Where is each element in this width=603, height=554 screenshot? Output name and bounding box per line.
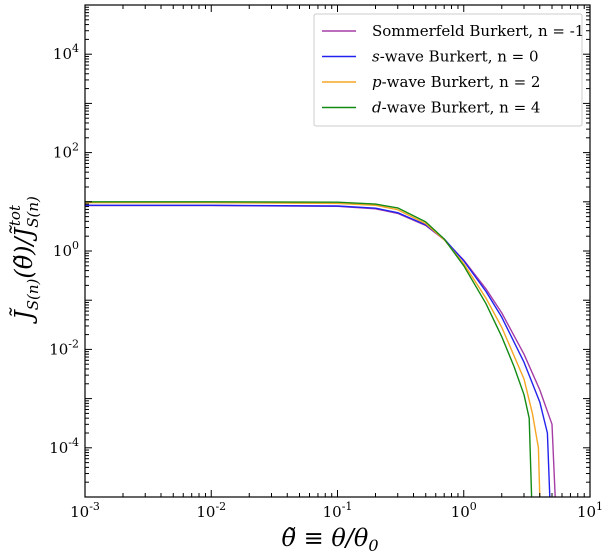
x-tick-label-4: 101 xyxy=(577,500,603,521)
y-tick-label-2: 100 xyxy=(53,239,79,260)
x-tick-label-base: 10 xyxy=(70,503,89,521)
y-tick-label-base: 10 xyxy=(53,144,72,162)
series-line-3 xyxy=(85,201,533,497)
x-tick-label-base: 10 xyxy=(323,503,342,521)
y-tick-label-exp: -2 xyxy=(68,337,79,350)
y-tick-label-exp: -4 xyxy=(68,436,79,449)
legend-label-2: p-wave Burkert, n = 2 xyxy=(372,73,540,91)
x-tick-label-base: 10 xyxy=(451,503,470,521)
x-axis-title-main: θ̃ ≡ θ/θ xyxy=(282,524,369,552)
x-tick-label-base: 10 xyxy=(196,503,215,521)
series-layer xyxy=(85,201,556,497)
y-tick-label-4: 104 xyxy=(53,42,79,63)
y-tick-label-base: 10 xyxy=(53,242,72,260)
legend-label-3: d-wave Burkert, n = 4 xyxy=(372,99,540,117)
legend-label-italic: s xyxy=(372,48,380,66)
y-tick-label-base: 10 xyxy=(53,45,72,63)
x-tick-label-0: 10-3 xyxy=(70,500,100,521)
x-tick-label-exp: 1 xyxy=(596,500,603,513)
y-tick-label-base: 10 xyxy=(49,340,68,358)
legend: Sommerfeld Burkert, n = -1s-wave Burkert… xyxy=(313,13,584,127)
legend-label-italic: d xyxy=(372,99,382,117)
legend-label-text: Sommerfeld Burkert, n = -1 xyxy=(372,22,584,40)
x-tick-label-1: 10-2 xyxy=(196,500,226,521)
y-axis-title-sup: tot xyxy=(6,204,24,226)
y-axis-title-sub2: S(n) xyxy=(24,196,42,228)
x-tick-label-exp: -2 xyxy=(215,500,226,513)
legend-label-italic: p xyxy=(372,73,382,91)
y-tick-label-0: 10-4 xyxy=(49,436,79,457)
legend-label-1: s-wave Burkert, n = 0 xyxy=(372,48,539,66)
y-tick-label-3: 102 xyxy=(53,141,79,162)
legend-label-text: -wave Burkert, n = 0 xyxy=(380,48,539,66)
x-tick-label-2: 10-1 xyxy=(323,500,353,521)
y-tick-label-exp: 0 xyxy=(72,239,79,252)
legend-label-text: -wave Burkert, n = 2 xyxy=(382,73,541,91)
y-tick-label-1: 10-2 xyxy=(49,337,79,358)
plot-frame xyxy=(84,4,591,498)
y-tick-label-exp: 4 xyxy=(72,42,79,55)
y-axis-title: J̃S(n)(θ̃)/J̃S(n)tot xyxy=(6,196,42,325)
x-tick-label-exp: -1 xyxy=(342,500,353,513)
y-axis-title-J: J̃ xyxy=(10,307,38,325)
legend-label-text: -wave Burkert, n = 4 xyxy=(382,99,541,117)
legend-label-0: Sommerfeld Burkert, n = -1 xyxy=(372,22,584,40)
legend-box xyxy=(313,13,583,127)
y-tick-label-base: 10 xyxy=(49,439,68,457)
y-tick-label-exp: 2 xyxy=(72,141,79,154)
series-line-1 xyxy=(85,204,551,497)
x-tick-label-exp: -3 xyxy=(89,500,100,513)
y-axis-title-sub1: S(n) xyxy=(24,278,42,310)
y-axis-title-mid: (θ̃)/J̃ xyxy=(10,224,38,279)
x-axis-title-sub: 0 xyxy=(368,536,378,554)
x-tick-label-exp: 0 xyxy=(470,500,477,513)
x-tick-label-3: 100 xyxy=(451,500,477,521)
x-tick-label-base: 10 xyxy=(577,503,596,521)
x-axis-title: θ̃ ≡ θ/θ0 xyxy=(282,524,379,554)
